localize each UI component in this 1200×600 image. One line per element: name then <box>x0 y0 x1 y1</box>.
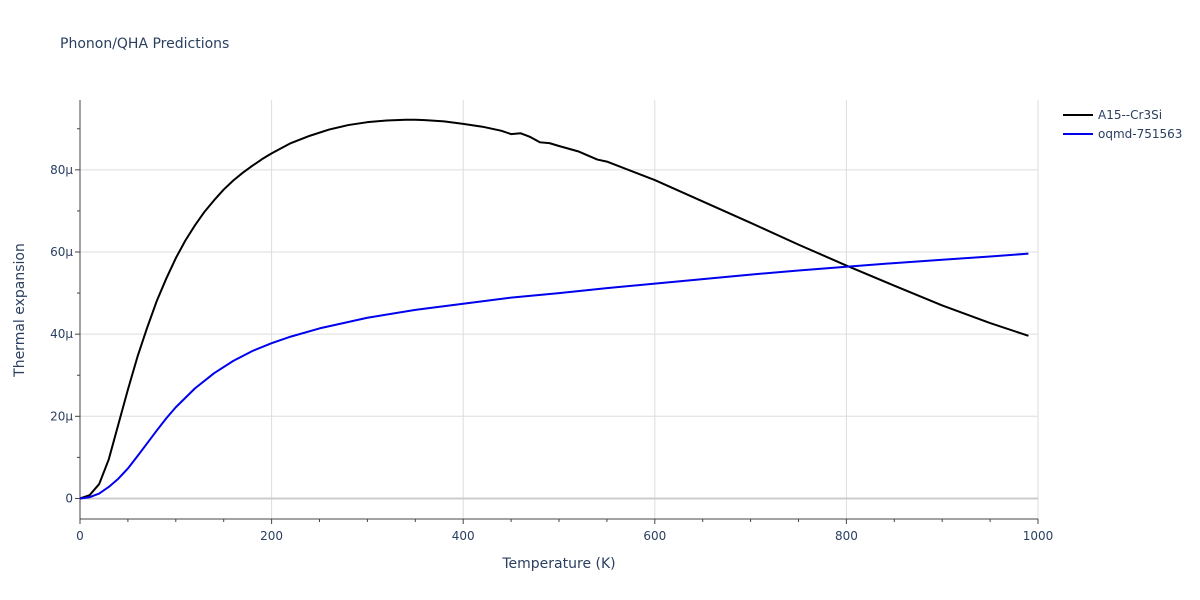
grid-layer <box>80 100 1039 519</box>
x-tick-label: 1000 <box>1023 529 1054 543</box>
x-axis-title: Temperature (K) <box>501 556 615 572</box>
x-tick-label: 400 <box>452 529 475 543</box>
y-tick-label: 20μ <box>50 409 73 423</box>
legend-label-2[interactable]: oqmd-751563 <box>1098 127 1182 141</box>
series-line-2 <box>80 252 1029 500</box>
legend[interactable]: A15--Cr3Si oqmd-751563 <box>1063 108 1182 141</box>
x-tick-label: 800 <box>835 529 858 543</box>
y-tick-label: 60μ <box>50 245 73 259</box>
y-tick-label: 0 <box>65 491 73 505</box>
axis-layer: 0 200 400 600 800 1000 0 20μ 40μ 60μ 80μ <box>50 100 1053 543</box>
series-layer <box>80 118 1029 500</box>
x-tick-label: 200 <box>260 529 283 543</box>
chart-title: Phonon/QHA Predictions <box>60 36 230 52</box>
y-tick-label: 80μ <box>50 163 73 177</box>
series-line-1 <box>80 118 1029 500</box>
legend-label-1[interactable]: A15--Cr3Si <box>1098 108 1162 122</box>
y-axis-title: Thermal expansion <box>12 243 28 378</box>
x-tick-label: 0 <box>76 529 84 543</box>
x-tick-label: 600 <box>643 529 666 543</box>
y-tick-label: 40μ <box>50 327 73 341</box>
